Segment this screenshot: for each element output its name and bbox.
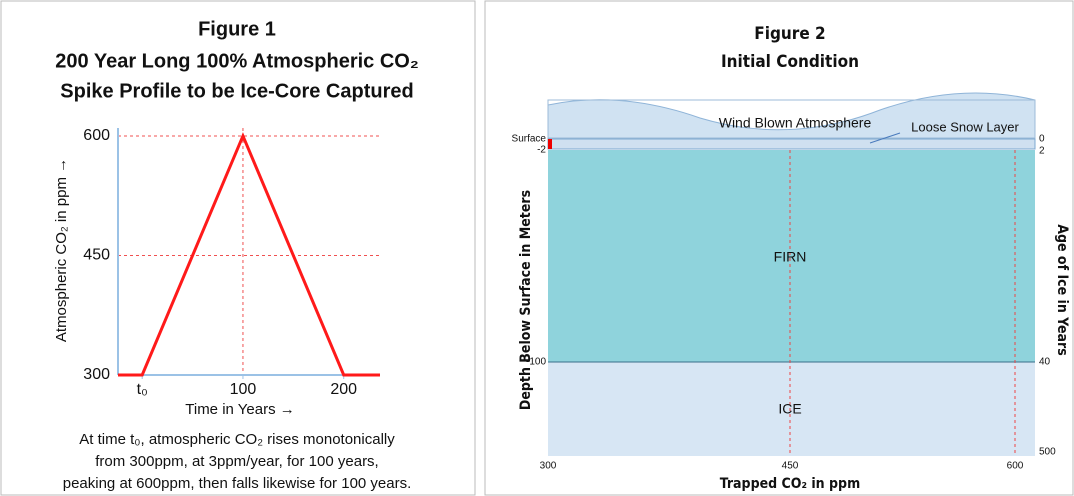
x-tick-label: t₀ [137, 381, 148, 398]
tick-label: -2 [537, 145, 546, 156]
panel [484, 0, 1074, 496]
title: Figure 1 [198, 18, 276, 40]
axis-label: Depth Below Surface in Meters [518, 190, 534, 410]
surface-marker [548, 139, 552, 149]
caption: peaking at 600ppm, then falls likewise f… [63, 475, 412, 492]
caption: from 300ppm, at 3ppm/year, for 100 years… [95, 453, 378, 470]
tick-label: 0 [1039, 134, 1045, 145]
tick-label: 2 [1039, 146, 1045, 157]
label: Surface [512, 134, 547, 145]
tick-label: 450 [782, 461, 799, 472]
y-axis-label: Atmospheric CO₂ in ppm → [53, 158, 70, 342]
x-axis-label: Time in Years → [185, 401, 295, 418]
title: Figure 2 [754, 24, 825, 44]
title: Initial Condition [721, 52, 859, 72]
x-tick-label: 100 [230, 381, 257, 398]
y-tick-label: 300 [83, 366, 110, 383]
tick-label: -100 [526, 357, 546, 368]
tick-label: 40 [1039, 357, 1051, 368]
snow-layer [547, 138, 1036, 150]
title: Spike Profile to be Ice-Core Captured [60, 80, 413, 102]
tick-label: 500 [1039, 447, 1056, 458]
data-line [118, 132, 380, 377]
y-tick-label: 450 [83, 247, 110, 264]
y-tick-label: 600 [83, 127, 110, 144]
title: 200 Year Long 100% Atmospheric CO₂ [55, 50, 418, 72]
pointer [869, 132, 901, 144]
panel [0, 0, 476, 496]
firn [548, 150, 1035, 362]
axis-label: Age of Ice in Years [1054, 224, 1070, 356]
atmosphere-box [547, 99, 1036, 139]
axis-label: Trapped CO₂ in ppm [720, 476, 860, 492]
label: Wind Blown Atmosphere [719, 115, 872, 131]
label: FIRN [774, 249, 807, 265]
tick-label: 300 [540, 461, 557, 472]
tick-label: 600 [1007, 461, 1024, 472]
atmosphere [547, 92, 1036, 139]
label: ICE [778, 401, 801, 417]
caption: At time t₀, atmospheric CO₂ rises monoto… [79, 431, 395, 448]
x-tick-label: 200 [330, 381, 357, 398]
ice [548, 362, 1035, 456]
label: Loose Snow Layer [911, 119, 1019, 134]
